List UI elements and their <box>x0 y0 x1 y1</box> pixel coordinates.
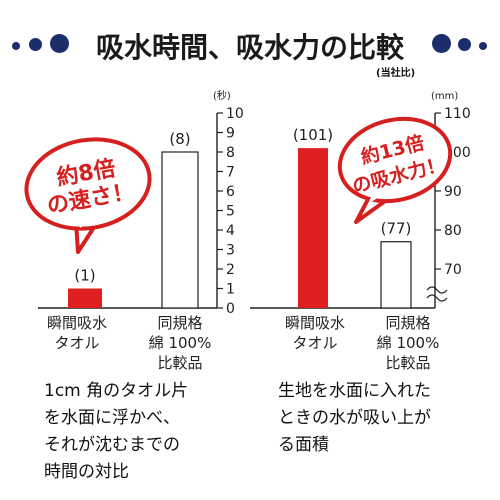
chart-2-callout-bubble <box>337 116 453 204</box>
chart-1-value-label-1: (1) <box>74 267 95 285</box>
chart-2-tick-label-0: 70 <box>444 262 462 278</box>
title-bar: 吸水時間、吸水力の比較 <box>0 26 500 66</box>
dot-left-1 <box>12 42 20 50</box>
chart-1-bar-2 <box>161 151 199 309</box>
chart-2-axis-break <box>426 294 448 302</box>
chart-2-axis-break <box>426 286 448 294</box>
chart-1-tick-label-6: 6 <box>226 184 235 200</box>
dot-right-3 <box>479 42 487 50</box>
chart-1-category-label-2: 同規格綿 100%比較品 <box>149 314 212 372</box>
dot-right-1 <box>432 34 451 53</box>
comparison-note: (当社比) <box>376 68 416 79</box>
chart-2-tick-label-1: 80 <box>444 223 462 239</box>
chart-2-callout-tail-join <box>368 185 390 204</box>
chart-1-tick-label-4: 4 <box>226 223 235 239</box>
chart-1-tick-label-1: 1 <box>226 282 235 298</box>
dot-right-2 <box>458 38 471 51</box>
dot-left-3 <box>50 34 69 53</box>
chart-1-callout-bubble <box>24 137 152 231</box>
dot-left-2 <box>29 38 42 51</box>
chart-2-tick-label-2: 90 <box>444 184 462 200</box>
chart-2-bar-1 <box>298 148 328 308</box>
chart-1-value-label-2: (8) <box>169 130 190 148</box>
chart-2-tick-label-4: 110 <box>444 106 471 122</box>
chart-1-callout-tail-join <box>79 216 96 228</box>
chart-1-tick-label-2: 2 <box>226 262 235 278</box>
chart-absorption-time: 0 1 2 3 4 5 6 7 8 9 10 (秒) (1) 瞬間吸水タオル (8) 同規格綿 100%比較品… <box>24 89 244 372</box>
chart-2-value-label-1: (101) <box>293 126 333 144</box>
chart-1-description: 1cm 角のタオル片 を水面に浮かべ、 それが沈むまでの 時間の対比 <box>44 381 189 482</box>
chart-1-tick-label-10: 10 <box>226 106 244 122</box>
chart-1-tick-label-8: 8 <box>226 145 235 161</box>
chart-2-description: 生地を水面に入れた ときの水が吸い上が る面積 <box>278 381 431 455</box>
chart-1-tick-label-3: 3 <box>226 243 235 259</box>
chart-1-category-label-1: 瞬間吸水タオル <box>47 314 107 352</box>
chart-2-category-label-2: 同規格綿 100%比較品 <box>377 314 440 372</box>
chart-1-tick-label-5: 5 <box>226 204 235 220</box>
chart-2-unit-label: (mm) <box>431 91 458 102</box>
chart-1-unit-label: (秒) <box>213 89 231 102</box>
chart-2-value-label-2: (77) <box>381 220 412 238</box>
chart-1-tick-label-7: 7 <box>226 165 235 181</box>
chart-2-bar-2 <box>380 241 412 309</box>
chart-2-category-label-1: 瞬間吸水タオル <box>285 314 345 352</box>
chart-1-tick-label-0: 0 <box>226 301 235 317</box>
chart-1-bar-1 <box>68 288 102 308</box>
chart-1-tick-label-9: 9 <box>226 126 235 142</box>
page-title: 吸水時間、吸水力の比較 <box>95 31 404 64</box>
